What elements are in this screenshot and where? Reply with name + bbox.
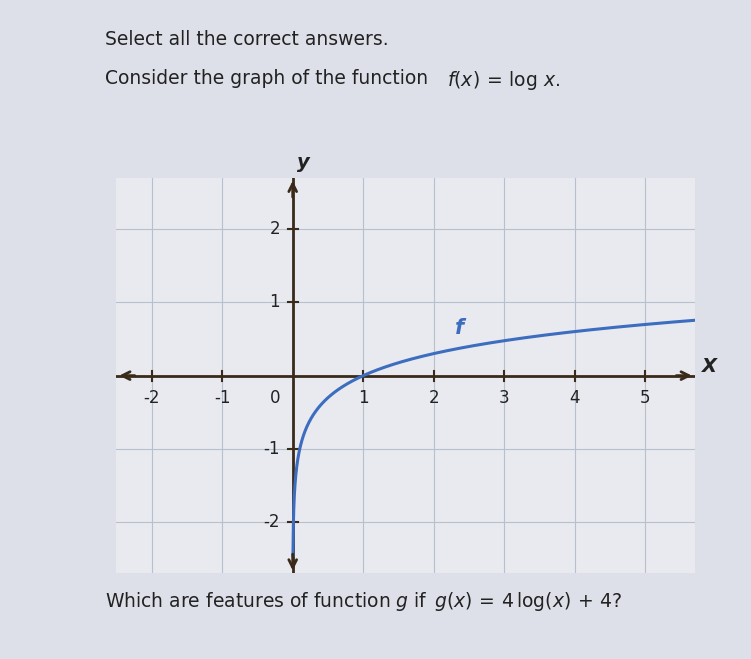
Text: $f(x)\,=\,\log\,x.$: $f(x)\,=\,\log\,x.$ xyxy=(447,69,560,92)
Text: 4: 4 xyxy=(569,389,580,407)
Text: -1: -1 xyxy=(264,440,280,458)
Text: f: f xyxy=(455,318,464,338)
Text: -2: -2 xyxy=(264,513,280,531)
Text: y: y xyxy=(297,153,309,172)
Text: 2: 2 xyxy=(270,220,280,238)
Text: -2: -2 xyxy=(143,389,160,407)
Text: Which are features of function $g$ if $\,g(x)\,=\,4\,\log(x)\,+\,4$?: Which are features of function $g$ if $\… xyxy=(105,590,623,613)
Text: Consider the graph of the function: Consider the graph of the function xyxy=(105,69,434,88)
Text: X: X xyxy=(701,357,716,376)
Text: 3: 3 xyxy=(499,389,510,407)
Text: Select all the correct answers.: Select all the correct answers. xyxy=(105,30,389,49)
Text: 1: 1 xyxy=(358,389,369,407)
Text: 2: 2 xyxy=(428,389,439,407)
Text: -1: -1 xyxy=(214,389,231,407)
Text: 5: 5 xyxy=(640,389,650,407)
Text: 1: 1 xyxy=(270,293,280,312)
Text: 0: 0 xyxy=(270,389,280,407)
